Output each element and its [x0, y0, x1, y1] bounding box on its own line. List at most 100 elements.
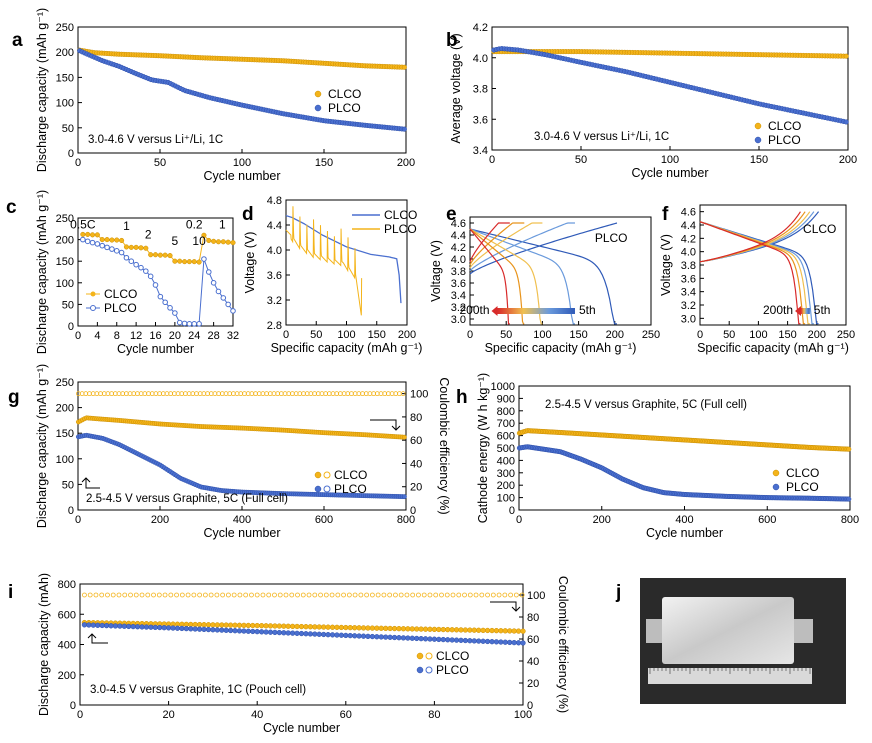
data-point-plco: [254, 628, 260, 635]
data-point-clco: [182, 259, 188, 265]
data-point-plco: [409, 635, 415, 641]
data-point-clco: [316, 624, 322, 630]
data-point-plco: [225, 301, 231, 308]
data-point-plco: [112, 623, 119, 629]
ce-point-clco: [450, 592, 456, 598]
data-point-plco: [502, 639, 508, 645]
tab-left: [646, 619, 666, 643]
data-point-plco: [86, 622, 92, 628]
y2-tick-label: 80: [527, 612, 539, 624]
data-point-plco: [325, 632, 331, 638]
data-point-clco: [480, 627, 486, 634]
y2-tick-label: 40: [410, 458, 422, 470]
x-tick-label: 20: [169, 330, 181, 342]
charge-curve: [699, 211, 820, 263]
data-point-clco: [201, 622, 207, 628]
data-point-clco: [520, 628, 526, 634]
data-point-clco: [374, 625, 380, 631]
x-tick-label: 0: [697, 329, 703, 341]
data-point-plco: [232, 628, 238, 634]
data-point-clco: [401, 434, 407, 440]
discharge-curve: [469, 228, 525, 325]
annotation: 2.5-4.5 V versus Graphite, 5C (Full cell…: [86, 493, 288, 505]
x-tick-label: 20: [162, 709, 174, 721]
legend-marker-open: [425, 666, 433, 674]
ce-point-clco: [416, 592, 421, 598]
data-point-plco: [165, 625, 172, 631]
y-tick-label: 700: [497, 418, 515, 430]
legend-marker: [90, 291, 96, 297]
data-point-clco: [329, 624, 336, 630]
y-tick-label: 3.2: [451, 302, 466, 314]
y2-tick-label: 20: [527, 678, 539, 690]
legend-label: CLCO: [328, 87, 361, 101]
data-point-plco: [245, 628, 251, 634]
data-point-plco: [338, 632, 345, 638]
y-tick-label: 800: [497, 406, 515, 418]
data-point-clco: [418, 626, 424, 632]
data-point-clco: [369, 625, 376, 631]
data-point-clco: [289, 623, 296, 630]
data-point-clco: [225, 239, 231, 245]
discharge-curve: [699, 221, 801, 325]
ce-point-clco: [335, 592, 341, 598]
legend-label: CLCO: [786, 466, 819, 480]
x-tick-label: 100: [661, 154, 679, 166]
data-point-clco: [211, 238, 217, 244]
panel-a: 0 50 100 150 200 0 50 100 150 200 250 Cycle number D…: [12, 8, 415, 183]
data-point-clco: [431, 626, 438, 633]
charge-curve: [699, 211, 815, 263]
x-axis-label: Specific capacity (mAh g⁻¹): [271, 341, 423, 355]
data-point-clco: [365, 625, 371, 631]
ce-point-clco: [214, 592, 220, 598]
legend-marker: [754, 122, 762, 130]
x-tick-label: 40: [251, 709, 263, 721]
data-point-plco: [210, 280, 217, 286]
data-point-plco: [347, 632, 353, 639]
ce-point-clco: [145, 592, 151, 598]
data-point-clco: [276, 623, 283, 629]
data-point-plco: [201, 256, 207, 262]
data-point-clco: [476, 627, 482, 633]
gradient-arrowhead: [491, 306, 498, 316]
ce-point-clco: [398, 592, 404, 598]
x-tick-label: 150: [368, 329, 386, 341]
data-point-plco: [188, 626, 194, 632]
data-point-clco: [325, 624, 331, 630]
data-point-plco: [360, 633, 367, 639]
y-tick-label: 100: [497, 493, 515, 505]
data-point-clco: [245, 622, 251, 629]
ce-point-clco: [381, 592, 387, 598]
ce-point-clco: [496, 592, 502, 598]
data-point-clco: [458, 627, 464, 633]
data-point-plco: [356, 633, 362, 639]
data-point-plco: [303, 631, 309, 637]
data-point-clco: [267, 623, 274, 629]
y-tick-label: 3.8: [681, 260, 696, 272]
data-point-clco: [196, 259, 202, 265]
data-point-plco: [133, 261, 139, 268]
legend-label: PLCO: [436, 663, 469, 677]
ce-point-clco: [289, 592, 295, 598]
x-tick-label: 400: [233, 514, 251, 526]
ce-point-clco: [433, 592, 439, 598]
data-point-plco: [843, 119, 849, 125]
y-tick-label: 1000: [491, 381, 515, 393]
x-tick-label: 100: [749, 329, 767, 341]
ce-point-clco: [174, 592, 179, 598]
ce-point-clco: [502, 592, 508, 598]
y-tick-label: 150: [56, 256, 74, 268]
y-tick-label: 3.8: [473, 84, 488, 96]
data-point-plco: [401, 126, 407, 132]
data-point-plco: [258, 629, 265, 635]
ce-point-clco: [479, 592, 485, 598]
data-point-plco: [458, 637, 464, 643]
x-tick-label: 50: [723, 329, 735, 341]
legend-marker: [754, 136, 762, 144]
data-point-clco: [391, 625, 398, 632]
ruler: [648, 668, 812, 684]
ce-point-clco: [156, 592, 162, 598]
y-tick-label: 300: [497, 468, 515, 480]
data-point-clco: [436, 626, 442, 633]
panel-label: i: [8, 582, 13, 603]
